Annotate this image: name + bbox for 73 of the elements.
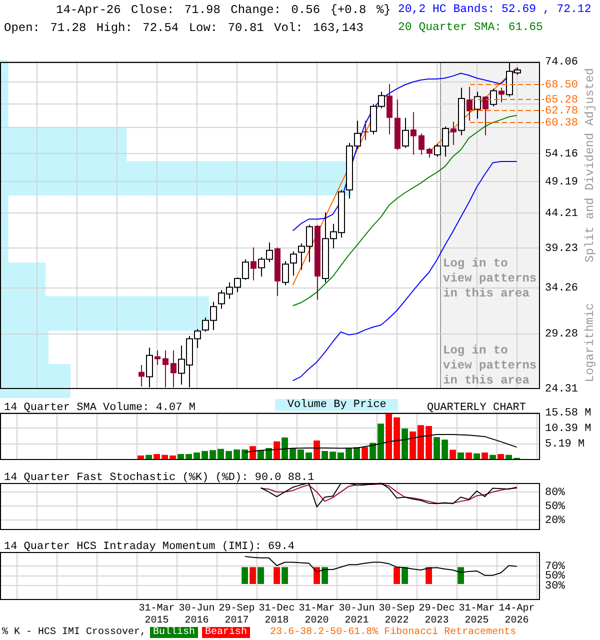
y-tick-label: 5.19 M: [545, 438, 585, 451]
candlestick: [138, 364, 144, 387]
annotation: Log in to view patterns in this area: [443, 343, 537, 388]
candlestick: [162, 350, 168, 388]
y-tick-label: 74.06: [545, 56, 578, 69]
x-tick-label: 14-Apr 2026: [498, 604, 535, 627]
chart-title: 14-Apr-26 Close: 71.98 Change: 0.56 {+0.8 %}: [56, 2, 391, 17]
bar: [466, 452, 472, 460]
candlestick: [362, 120, 368, 141]
chart-subtitle: Open: 71.28 High: 72.54 Low: 70.81 Vol: 163,143: [4, 20, 364, 35]
candlestick: [170, 350, 176, 388]
y-tick-label: 15.58 M: [545, 408, 592, 420]
band-label: Log in to view patterns in this area: [443, 256, 537, 301]
y-tick-label: 10.39 M: [545, 423, 592, 436]
x-tick-label: 31-Dec 2018: [258, 604, 295, 627]
x-tick-label: 31-Mar 2025: [458, 604, 495, 627]
x-tick-label: 30-Sep 2022: [378, 604, 415, 627]
y-axis-title: Split and Dividend Adjusted: [583, 68, 598, 262]
text: Logarithmic: [583, 303, 598, 383]
candlestick: [482, 96, 488, 136]
candlestick: [386, 83, 392, 135]
y-tick-label: 50%: [545, 500, 566, 513]
text: Bearish: [202, 627, 250, 638]
text: 20 Quarter SMA: 61.65: [398, 20, 543, 34]
candlestick: [250, 246, 256, 281]
bar: [274, 441, 280, 460]
candlestick: [410, 112, 416, 156]
x-tick-label: 29-Dec 2023: [418, 604, 455, 627]
y-tick-label: 54.16: [545, 148, 578, 160]
chart-title: 14 Quarter SMA Volume: 4.07 M: [4, 402, 196, 414]
bar: [146, 454, 152, 460]
y-tick-label: 49.19: [545, 176, 578, 189]
y-tick-label: 30%: [545, 580, 566, 592]
y-tick-label: 20%: [545, 514, 566, 527]
ref-line-label: 60.38: [545, 117, 578, 130]
bar: [402, 428, 408, 460]
annotation: QUARTERLY CHART: [426, 402, 526, 414]
bar: [498, 454, 504, 460]
y-tick-label: 80%: [545, 486, 566, 499]
text: 20,2 HC Bands: 52.69 , 72.12: [398, 2, 592, 16]
legend-title: % K - HCS IMI Crossover,: [2, 627, 146, 638]
y-tick-label: 29.28: [545, 328, 578, 341]
bar: [138, 455, 144, 460]
bar: [458, 452, 464, 460]
y-tick-label: 44.21: [545, 208, 578, 220]
ref-line-label: 65.28: [545, 94, 578, 106]
y-tick-label: 39.23: [545, 242, 578, 255]
candlestick: [426, 147, 432, 158]
candlestick: [466, 86, 472, 122]
candlestick: [418, 132, 424, 156]
text: Bullish: [150, 627, 198, 638]
text: Volume By Price: [275, 399, 398, 412]
bar: [490, 454, 496, 460]
text: 23.6-38.2-50-61.8% Fibonacci Retracements: [270, 627, 516, 638]
candlestick: [450, 121, 456, 146]
candlestick: [498, 87, 504, 103]
y-tick-label: 24.31: [545, 383, 578, 396]
bar: [314, 440, 320, 460]
ref-line-label: 68.50: [545, 79, 578, 92]
chart-title: 14 Quarter Fast Stochastic (%K) (%D): 90.0 88.1: [4, 472, 314, 484]
bar: [474, 453, 480, 460]
bar: [450, 450, 456, 460]
x-tick-label: 31-Mar 2020: [298, 604, 335, 627]
bar: [250, 446, 256, 460]
bar: [482, 452, 488, 460]
x-tick-label: 31-Mar 2015: [138, 604, 175, 627]
y-tick-label: 34.26: [545, 282, 578, 295]
ref-line-label: 62.78: [545, 105, 578, 118]
chart-title: 14 Quarter HCS Intraday Momentum (IMI): 69.4: [4, 540, 294, 553]
bar: [362, 447, 368, 460]
x-tick-label: 30-Jun 2021: [338, 604, 375, 627]
x-tick-label: 29-Sep 2017: [218, 604, 255, 627]
x-tick-label: 30-Jun 2016: [178, 604, 215, 627]
